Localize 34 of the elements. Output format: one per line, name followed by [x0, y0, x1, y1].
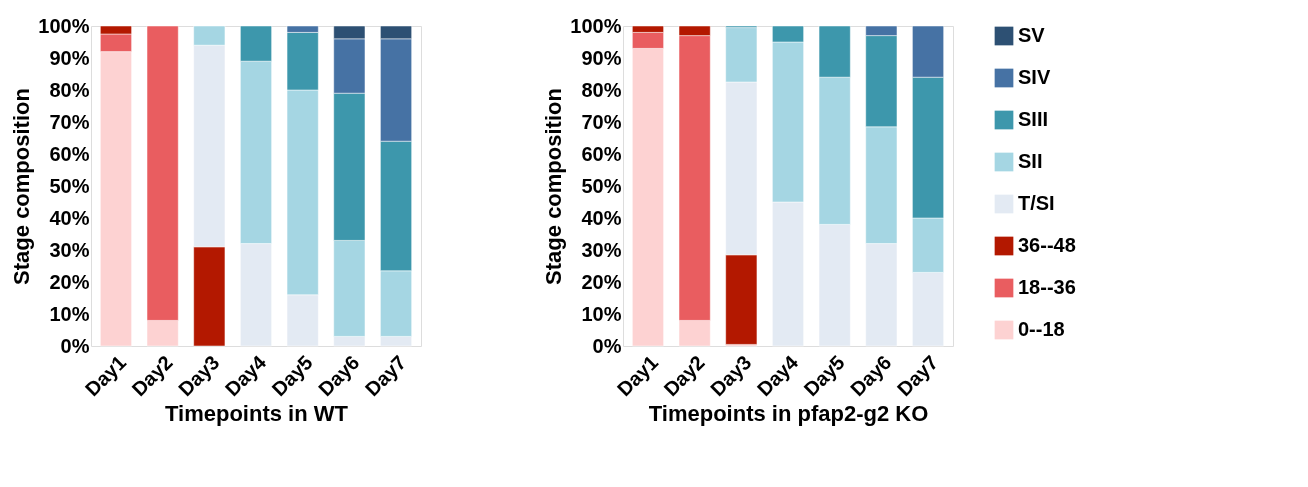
legend-label: T/SI [1018, 192, 1055, 214]
y-tick-label: 20% [49, 270, 90, 293]
legend-label: 0--18 [1018, 318, 1065, 340]
y-tick-label: 0% [592, 334, 622, 357]
y-axis-title: Stage composition [541, 88, 567, 285]
y-tick-label: 80% [49, 78, 90, 101]
y-tick-label: 60% [581, 142, 622, 165]
y-tick-label: 30% [581, 238, 622, 261]
y-tick-label: 100% [38, 14, 90, 37]
y-tick-label: 70% [581, 110, 622, 133]
y-tick-label: 40% [49, 206, 90, 229]
y-tick-label: 70% [49, 110, 90, 133]
y-tick-label: 30% [49, 238, 90, 261]
legend-label: SV [1018, 24, 1046, 46]
x-axis-title: Timepoints in pfap2-g2 KO [648, 401, 929, 427]
y-tick-label: 60% [49, 142, 90, 165]
legend-label: SII [1018, 150, 1043, 172]
y-tick-label: 20% [581, 270, 622, 293]
y-tick-label: 50% [49, 174, 90, 197]
y-tick-label: 100% [570, 14, 622, 37]
y-tick-label: 80% [581, 78, 622, 101]
legend-label: SIV [1018, 66, 1051, 88]
y-tick-label: 10% [49, 302, 90, 325]
legend-label: SIII [1018, 108, 1049, 130]
y-tick-label: 90% [49, 46, 90, 69]
y-tick-label: 10% [581, 302, 622, 325]
y-tick-label: 50% [581, 174, 622, 197]
x-axis-title: Timepoints in WT [165, 401, 349, 427]
y-tick-label: 0% [60, 334, 90, 357]
y-tick-label: 90% [581, 46, 622, 69]
y-tick-label: 40% [581, 206, 622, 229]
legend-label: 36--48 [1018, 234, 1076, 256]
y-axis-title: Stage composition [9, 88, 35, 285]
legend-label: 18--36 [1018, 276, 1076, 298]
